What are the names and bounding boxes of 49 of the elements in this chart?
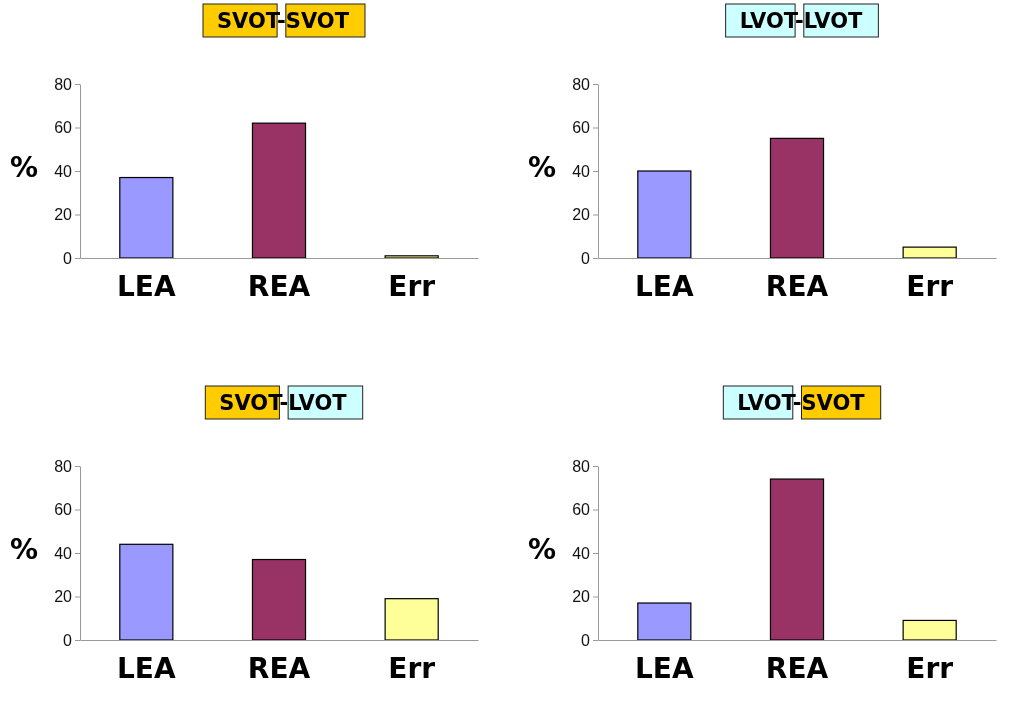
y-tick-label: 40 xyxy=(54,162,73,180)
bar xyxy=(384,255,439,259)
bar xyxy=(637,602,692,641)
y-tick-label: 20 xyxy=(54,206,73,224)
y-tick-label: 60 xyxy=(54,501,73,519)
y-axis-title: % xyxy=(9,533,39,566)
bar xyxy=(902,619,957,641)
y-axis-title: % xyxy=(527,151,557,184)
x-tick-label: LEA xyxy=(117,652,176,685)
x-tick-label: Err xyxy=(906,652,954,685)
x-tick-label: REA xyxy=(765,270,829,303)
x-tick-label: Err xyxy=(388,652,436,685)
y-tick-label: 40 xyxy=(572,162,591,180)
y-axis-title: % xyxy=(9,151,39,184)
x-tick-label: REA xyxy=(247,652,311,685)
chart-title: LVOT-SVOT xyxy=(737,391,866,415)
y-tick-label: 60 xyxy=(572,119,591,137)
bar xyxy=(251,122,307,259)
y-tick-label: 60 xyxy=(572,501,591,519)
bar xyxy=(902,246,957,259)
y-tick-label: 20 xyxy=(54,588,73,606)
y-tick-label: 40 xyxy=(572,544,591,562)
y-tick-label: 40 xyxy=(54,544,73,562)
y-axis-title: % xyxy=(527,533,557,566)
bar xyxy=(769,137,825,259)
bar xyxy=(251,558,307,641)
y-tick-label: 60 xyxy=(54,119,73,137)
y-tick-label: 80 xyxy=(572,457,591,475)
y-tick-label: 0 xyxy=(63,249,73,267)
y-tick-label: 0 xyxy=(63,631,73,649)
x-tick-label: REA xyxy=(765,652,829,685)
y-tick-label: 80 xyxy=(572,75,591,93)
bar xyxy=(769,478,825,641)
bar xyxy=(637,170,692,259)
x-tick-label: LEA xyxy=(117,270,176,303)
y-tick-label: 80 xyxy=(54,457,73,475)
y-tick-label: 0 xyxy=(581,249,591,267)
y-tick-label: 80 xyxy=(54,75,73,93)
x-tick-label: LEA xyxy=(635,652,694,685)
y-tick-label: 0 xyxy=(581,631,591,649)
x-tick-label: Err xyxy=(906,270,954,303)
y-tick-label: 20 xyxy=(572,206,591,224)
x-tick-label: REA xyxy=(247,270,311,303)
x-tick-label: LEA xyxy=(635,270,694,303)
bar xyxy=(384,598,439,641)
y-tick-label: 20 xyxy=(572,588,591,606)
bar xyxy=(119,543,174,641)
bar xyxy=(119,176,174,259)
x-tick-label: Err xyxy=(388,270,436,303)
